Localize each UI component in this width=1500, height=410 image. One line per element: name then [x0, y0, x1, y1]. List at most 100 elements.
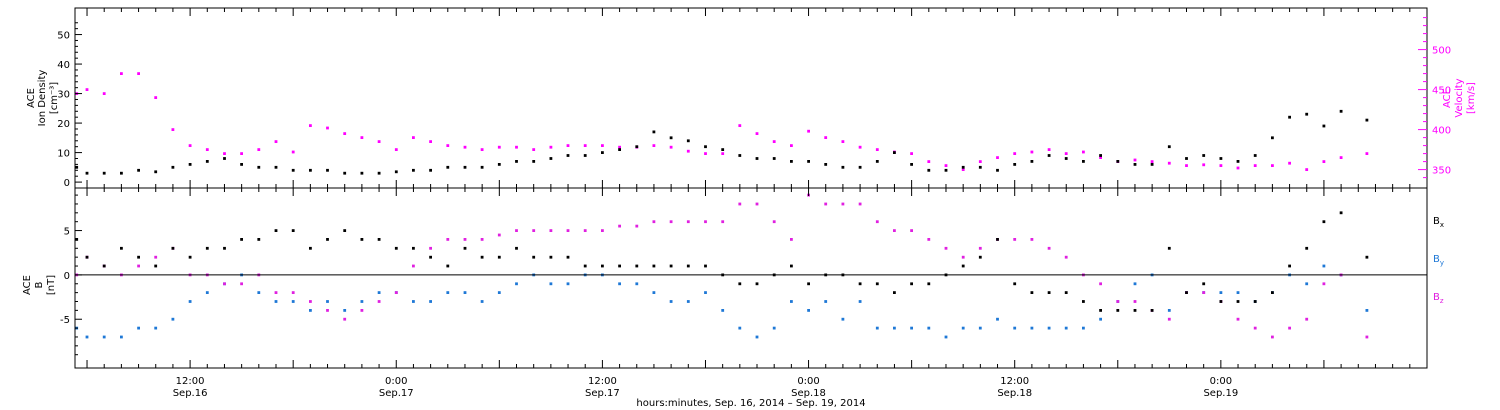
- velocity-point: [377, 140, 381, 143]
- bx-point: [120, 246, 123, 250]
- velocity-point: [704, 152, 707, 155]
- velocity-point: [875, 148, 879, 151]
- velocity-point: [223, 152, 226, 155]
- density-tick-label: 30: [57, 90, 70, 101]
- velocity-point: [549, 145, 553, 149]
- date-tick-label: Sep.18: [997, 388, 1032, 399]
- by-point: [772, 326, 776, 330]
- velocity-point: [188, 144, 192, 147]
- bx-point: [1133, 309, 1137, 312]
- bz-point: [1099, 282, 1102, 286]
- by-point: [480, 300, 484, 303]
- density-tick-label: 20: [57, 119, 70, 130]
- bz-point: [772, 220, 776, 224]
- velocity-point: [480, 148, 484, 151]
- bz-point: [755, 202, 759, 206]
- x-axis-title: hours:minutes, Sep. 16, 2014 – Sep. 19, …: [636, 398, 865, 409]
- by-point: [309, 309, 312, 312]
- bz-point: [343, 317, 347, 321]
- velocity-point: [446, 144, 450, 147]
- bz-point: [309, 300, 312, 303]
- by-point: [429, 300, 432, 303]
- bz-point: [910, 229, 913, 232]
- by-point: [1099, 317, 1102, 321]
- bz-point: [446, 238, 450, 241]
- velocity-point: [154, 96, 158, 99]
- legend-entry-by: By: [1433, 254, 1444, 267]
- bz-point: [652, 220, 656, 224]
- bz-point: [240, 282, 243, 286]
- density-point: [1185, 157, 1188, 160]
- density-point: [480, 165, 484, 169]
- velocity-point: [601, 144, 604, 147]
- velocity-tick-label: 400: [1432, 126, 1451, 137]
- density-point: [1167, 145, 1171, 149]
- bz-point: [412, 264, 415, 268]
- velocity-point: [1253, 164, 1257, 167]
- density-point: [1288, 115, 1291, 119]
- velocity-point: [1271, 164, 1274, 167]
- bz-point: [893, 229, 896, 232]
- velocity-point: [669, 145, 673, 149]
- bz-point: [515, 229, 518, 232]
- velocity-point: [85, 88, 89, 91]
- legend-entry-symbol: B: [1433, 216, 1440, 227]
- velocity-axis-label-line1: ACE: [1442, 88, 1453, 108]
- by-point: [944, 335, 948, 339]
- density-point: [893, 151, 896, 154]
- density-point: [205, 160, 209, 163]
- bz-point: [875, 220, 879, 224]
- velocity-point: [790, 144, 793, 147]
- density-point: [618, 148, 621, 151]
- velocity-point: [652, 144, 656, 147]
- density-point: [566, 154, 570, 157]
- bz-point: [394, 291, 398, 294]
- density-point: [1099, 154, 1102, 157]
- bz-point: [944, 246, 948, 250]
- velocity-point: [1133, 158, 1137, 162]
- by-point: [205, 291, 209, 294]
- by-point: [1219, 291, 1223, 294]
- velocity-point: [738, 124, 742, 127]
- by-point: [807, 309, 810, 312]
- bz-point: [583, 229, 587, 232]
- by-point: [927, 326, 931, 330]
- density-tick-label: 40: [57, 60, 70, 71]
- density-point: [1082, 160, 1085, 163]
- by-point: [858, 300, 862, 303]
- velocity-point: [721, 152, 725, 155]
- density-point: [1305, 112, 1309, 116]
- bz-point: [790, 238, 793, 241]
- density-point: [790, 160, 793, 163]
- velocity-point: [343, 132, 347, 135]
- bz-point: [1167, 317, 1171, 321]
- by-point: [790, 300, 793, 303]
- velocity-point: [257, 148, 261, 151]
- bz-point: [360, 309, 364, 312]
- legend-entry-bz: Bz: [1433, 292, 1444, 305]
- density-point: [240, 163, 243, 166]
- density-point: [291, 168, 295, 172]
- b-axis-label-line1: ACE: [22, 275, 33, 295]
- bz-point: [274, 291, 278, 294]
- density-point: [1365, 118, 1369, 122]
- top-panel-ticks: 0 10 20 30 40 50 350 400 450 500: [57, 17, 1451, 189]
- by-point: [154, 326, 158, 330]
- density-point: [721, 148, 725, 151]
- density-point: [75, 165, 79, 169]
- by-point: [875, 326, 879, 330]
- density-point: [1339, 109, 1343, 113]
- by-point: [738, 326, 742, 330]
- bz-point: [223, 282, 226, 286]
- by-point: [171, 317, 175, 321]
- b-tick-label: 5: [64, 227, 70, 238]
- bx-point: [1253, 300, 1257, 303]
- bx-point: [412, 246, 415, 250]
- density-velocity-points: [75, 72, 1369, 175]
- b-tick-label: 0: [64, 271, 70, 282]
- by-point: [652, 291, 656, 294]
- bottom-panel-ticks: -5 0 5: [60, 194, 1427, 356]
- velocity-point: [309, 124, 312, 127]
- velocity-point: [566, 144, 570, 147]
